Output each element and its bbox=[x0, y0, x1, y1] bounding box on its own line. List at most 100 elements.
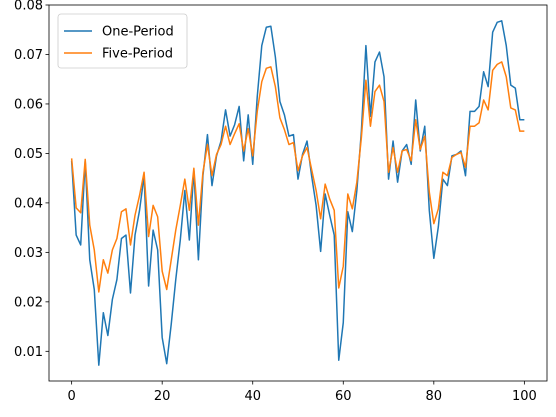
data-point-one-period bbox=[356, 190, 358, 192]
data-point-five-period bbox=[465, 167, 467, 169]
data-point-one-period bbox=[94, 289, 96, 291]
data-point-one-period bbox=[374, 61, 376, 63]
data-point-five-period bbox=[193, 168, 195, 170]
data-point-five-period bbox=[180, 205, 182, 207]
data-point-five-period bbox=[343, 265, 345, 267]
data-point-five-period bbox=[333, 210, 335, 212]
data-point-five-period bbox=[447, 175, 449, 177]
data-point-five-period bbox=[365, 79, 367, 81]
data-point-one-period bbox=[465, 175, 467, 177]
data-point-five-period bbox=[429, 191, 431, 193]
data-point-one-period bbox=[320, 251, 322, 253]
data-point-one-period bbox=[433, 258, 435, 260]
x-axis: 0 20 40 60 80 100 bbox=[67, 381, 537, 404]
data-point-one-period bbox=[130, 292, 132, 294]
data-point-five-period bbox=[320, 218, 322, 220]
data-point-five-period bbox=[220, 144, 222, 146]
data-point-five-period bbox=[361, 137, 363, 139]
data-point-one-period bbox=[293, 134, 295, 136]
data-point-five-period bbox=[424, 135, 426, 137]
data-point-five-period bbox=[211, 175, 213, 177]
data-point-five-period bbox=[98, 291, 100, 293]
data-point-five-period bbox=[225, 125, 227, 127]
data-point-one-period bbox=[388, 178, 390, 180]
data-point-one-period bbox=[103, 312, 105, 314]
data-point-one-period bbox=[288, 135, 290, 137]
data-point-five-period bbox=[288, 144, 290, 146]
data-point-five-period bbox=[94, 249, 96, 251]
data-point-one-period bbox=[519, 119, 521, 121]
data-point-one-period bbox=[252, 164, 254, 166]
data-point-five-period bbox=[170, 259, 172, 261]
data-point-one-period bbox=[478, 106, 480, 108]
data-point-five-period bbox=[103, 259, 105, 261]
data-point-one-period bbox=[424, 125, 426, 127]
data-point-five-period bbox=[438, 208, 440, 210]
data-point-one-period bbox=[343, 322, 345, 324]
data-point-five-period bbox=[496, 64, 498, 66]
data-point-five-period bbox=[229, 144, 231, 146]
data-point-five-period bbox=[243, 150, 245, 152]
data-point-one-period bbox=[175, 279, 177, 281]
data-point-one-period bbox=[148, 285, 150, 287]
data-point-five-period bbox=[139, 195, 141, 197]
x-tick-label: 80 bbox=[426, 389, 443, 404]
data-point-one-period bbox=[257, 96, 259, 98]
data-point-one-period bbox=[510, 84, 512, 86]
data-point-one-period bbox=[125, 234, 127, 236]
data-point-five-period bbox=[279, 117, 281, 119]
data-point-five-period bbox=[501, 61, 503, 63]
data-point-one-period bbox=[275, 56, 277, 58]
data-point-one-period bbox=[112, 299, 114, 301]
data-point-one-period bbox=[365, 45, 367, 47]
data-point-five-period bbox=[492, 70, 494, 72]
data-point-one-period bbox=[306, 140, 308, 142]
data-point-five-period bbox=[275, 86, 277, 88]
legend-box bbox=[57, 13, 188, 69]
y-tick-label: 0.04 bbox=[14, 196, 43, 211]
y-tick-label: 0.03 bbox=[14, 246, 43, 261]
data-point-five-period bbox=[487, 109, 489, 111]
data-point-five-period bbox=[161, 270, 163, 272]
data-point-five-period bbox=[306, 147, 308, 149]
data-point-one-period bbox=[352, 231, 354, 233]
data-point-one-period bbox=[198, 259, 200, 261]
y-tick-label: 0.05 bbox=[14, 147, 43, 162]
data-point-five-period bbox=[247, 128, 249, 130]
x-tick-label: 60 bbox=[335, 389, 352, 404]
data-point-one-period bbox=[189, 239, 191, 241]
data-point-five-period bbox=[474, 125, 476, 127]
data-point-five-period bbox=[130, 244, 132, 246]
data-point-five-period bbox=[89, 224, 91, 226]
data-point-one-period bbox=[492, 31, 494, 33]
data-point-five-period bbox=[148, 236, 150, 238]
data-point-one-period bbox=[415, 99, 417, 101]
data-point-five-period bbox=[71, 158, 73, 160]
data-point-five-period bbox=[478, 122, 480, 124]
data-point-five-period bbox=[370, 125, 372, 127]
data-point-five-period bbox=[252, 155, 254, 157]
data-point-five-period bbox=[261, 81, 263, 83]
data-point-five-period bbox=[166, 289, 168, 291]
data-point-one-period bbox=[229, 135, 231, 137]
data-point-five-period bbox=[198, 224, 200, 226]
data-point-one-period bbox=[261, 45, 263, 47]
data-point-five-period bbox=[112, 249, 114, 251]
data-point-one-period bbox=[279, 101, 281, 103]
data-point-five-period bbox=[329, 198, 331, 200]
data-point-one-period bbox=[225, 109, 227, 111]
data-point-five-period bbox=[207, 144, 209, 146]
data-point-five-period bbox=[510, 107, 512, 109]
data-point-one-period bbox=[392, 140, 394, 142]
data-point-five-period bbox=[293, 142, 295, 144]
data-point-one-period bbox=[469, 111, 471, 113]
data-point-five-period bbox=[338, 287, 340, 289]
data-point-one-period bbox=[80, 244, 82, 246]
y-tick-label: 0.08 bbox=[14, 0, 43, 14]
data-point-five-period bbox=[406, 149, 408, 151]
data-point-one-period bbox=[152, 229, 154, 231]
data-point-one-period bbox=[397, 181, 399, 183]
data-point-one-period bbox=[207, 134, 209, 136]
data-point-five-period bbox=[347, 193, 349, 195]
